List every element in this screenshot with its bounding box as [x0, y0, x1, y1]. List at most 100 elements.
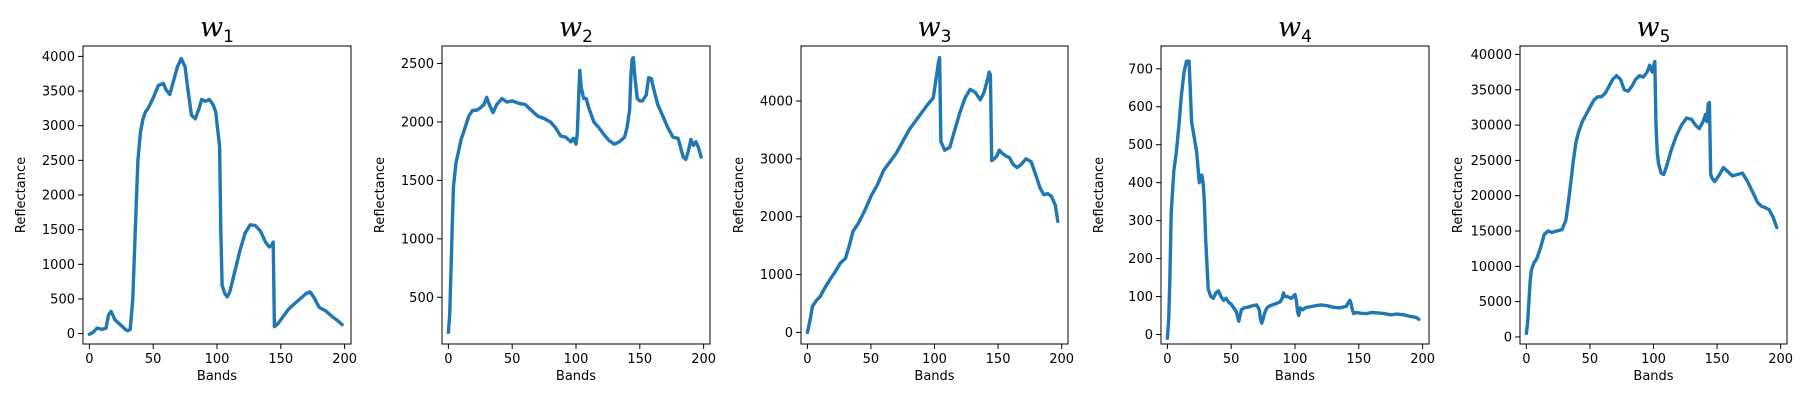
- y-tick-label: 30000: [1471, 119, 1512, 134]
- subplot-grid: 0 50 100 150 2000500100015002000250030003500…: [14, 12, 1793, 384]
- y-tick-label: 15000: [1471, 225, 1512, 240]
- subplot-title: w5: [1637, 12, 1671, 47]
- x-tick-label: 0: [803, 352, 811, 367]
- y-tick-label: 3000: [760, 152, 793, 167]
- x-tick-label: 50: [504, 352, 521, 367]
- y-tick-label: 1000: [401, 232, 434, 247]
- x-tick-label: 150: [986, 352, 1011, 367]
- y-tick-label: 10000: [1471, 260, 1512, 275]
- x-tick-label: 150: [627, 352, 652, 367]
- x-tick-label: 100: [1283, 352, 1308, 367]
- title-subscript: 3: [941, 27, 952, 47]
- x-tick-label: 50: [1582, 352, 1599, 367]
- x-axis-label: Bands: [914, 369, 954, 384]
- y-tick-label: 35000: [1471, 83, 1512, 98]
- y-tick-label: 20000: [1471, 189, 1512, 204]
- y-tick-label: 1000: [760, 268, 793, 283]
- x-tick-label: 100: [564, 352, 589, 367]
- y-tick-label: 40000: [1471, 48, 1512, 63]
- y-axis-label: Reflectance: [14, 157, 29, 233]
- title-subscript: 4: [1301, 27, 1312, 47]
- title-subscript: 2: [582, 27, 593, 47]
- y-axis-label: Reflectance: [1451, 157, 1466, 233]
- title-subscript: 1: [223, 27, 234, 47]
- subplot-w4: 0 50 100 150 200 0 100 200 300 400 500 600 700 Bands R…: [1092, 12, 1435, 384]
- subplot-w2: 0 50 100 150 200 500 1000 1500 2000 2500 Bands Refl…: [373, 12, 716, 384]
- y-tick-label: 400: [1128, 176, 1153, 191]
- subplot-w1: 0 50 100 150 2000500100015002000250030003500…: [14, 12, 357, 384]
- x-tick-label: 200: [1768, 352, 1793, 367]
- y-tick-label: 0: [1504, 330, 1512, 345]
- y-tick-label: 2500: [42, 154, 75, 169]
- subplot-title: w2: [559, 12, 593, 47]
- reflectance-line-w1: [87, 56, 344, 336]
- y-tick-label: 0: [785, 326, 793, 341]
- y-tick-label: 500: [1128, 138, 1153, 153]
- y-tick-label: 25000: [1471, 154, 1512, 169]
- y-tick-label: 0: [67, 327, 75, 342]
- y-tick-label: 700: [1128, 62, 1153, 77]
- x-tick-label: 200: [1410, 352, 1435, 367]
- x-tick-label: 200: [332, 352, 357, 367]
- y-tick-label: 2000: [760, 210, 793, 225]
- y-tick-label: 500: [409, 291, 434, 306]
- y-tick-label: 200: [1128, 252, 1153, 267]
- x-tick-label: 50: [1223, 352, 1240, 367]
- subplot-title: w3: [918, 12, 952, 47]
- axes-frame-w1: [82, 45, 352, 345]
- y-tick-label: 2000: [42, 189, 75, 204]
- y-tick-label: 2000: [401, 115, 434, 130]
- y-axis-label: Reflectance: [732, 157, 747, 233]
- y-tick-label: 300: [1128, 214, 1153, 229]
- reflectance-line-w4: [1165, 59, 1421, 340]
- y-tick-label: 5000: [1479, 295, 1512, 310]
- axes-frame-w2: [441, 45, 711, 345]
- subplot-w3: 0 50 100 150 20001000200030004000BandsReflec…: [732, 12, 1074, 384]
- x-tick-label: 0: [1163, 352, 1171, 367]
- reflectance-line-w5: [1524, 59, 1779, 336]
- y-tick-label: 0: [1145, 328, 1153, 343]
- x-axis-label: Bands: [1275, 369, 1315, 384]
- x-tick-label: 0: [1522, 352, 1530, 367]
- y-tick-label: 4000: [42, 50, 75, 65]
- x-tick-label: 0: [444, 352, 452, 367]
- x-tick-label: 150: [268, 352, 293, 367]
- x-tick-label: 50: [145, 352, 162, 367]
- y-tick-label: 3500: [42, 85, 75, 100]
- x-tick-label: 150: [1705, 352, 1730, 367]
- subplot-title: w1: [200, 12, 234, 47]
- y-tick-label: 4000: [760, 94, 793, 109]
- x-tick-label: 50: [863, 352, 880, 367]
- x-axis-label: Bands: [556, 369, 596, 384]
- axes-frame-w5: [1519, 45, 1788, 345]
- x-tick-label: 200: [691, 352, 716, 367]
- title-symbol: w: [559, 12, 582, 43]
- y-tick-label: 1500: [401, 174, 434, 189]
- reflectance-line-w2: [446, 56, 703, 334]
- title-symbol: w: [918, 12, 941, 43]
- x-tick-label: 150: [1346, 352, 1371, 367]
- y-tick-label: 3000: [42, 119, 75, 134]
- title-symbol: w: [1278, 12, 1301, 43]
- x-tick-label: 100: [922, 352, 947, 367]
- title-symbol: w: [200, 12, 223, 43]
- y-axis-label: Reflectance: [1092, 157, 1107, 233]
- y-tick-label: 1500: [42, 223, 75, 238]
- x-axis-label: Bands: [197, 369, 237, 384]
- y-tick-label: 2500: [401, 57, 434, 72]
- title-subscript: 5: [1660, 27, 1671, 47]
- x-tick-label: 100: [205, 352, 230, 367]
- y-tick-label: 100: [1128, 290, 1153, 305]
- x-tick-label: 100: [1641, 352, 1666, 367]
- x-tick-label: 200: [1049, 352, 1074, 367]
- title-symbol: w: [1637, 12, 1660, 43]
- subplot-title: w4: [1278, 12, 1312, 47]
- subplot-w5: 0 50 100 150 200 0 5000 10000 15000 20000 25000 300…: [1451, 12, 1793, 384]
- reflectance-line-w3: [805, 55, 1060, 335]
- y-axis-label: Reflectance: [373, 157, 388, 233]
- x-axis-label: Bands: [1633, 369, 1673, 384]
- y-tick-label: 1000: [42, 258, 75, 273]
- x-tick-label: 0: [85, 352, 93, 367]
- y-tick-label: 500: [50, 292, 75, 307]
